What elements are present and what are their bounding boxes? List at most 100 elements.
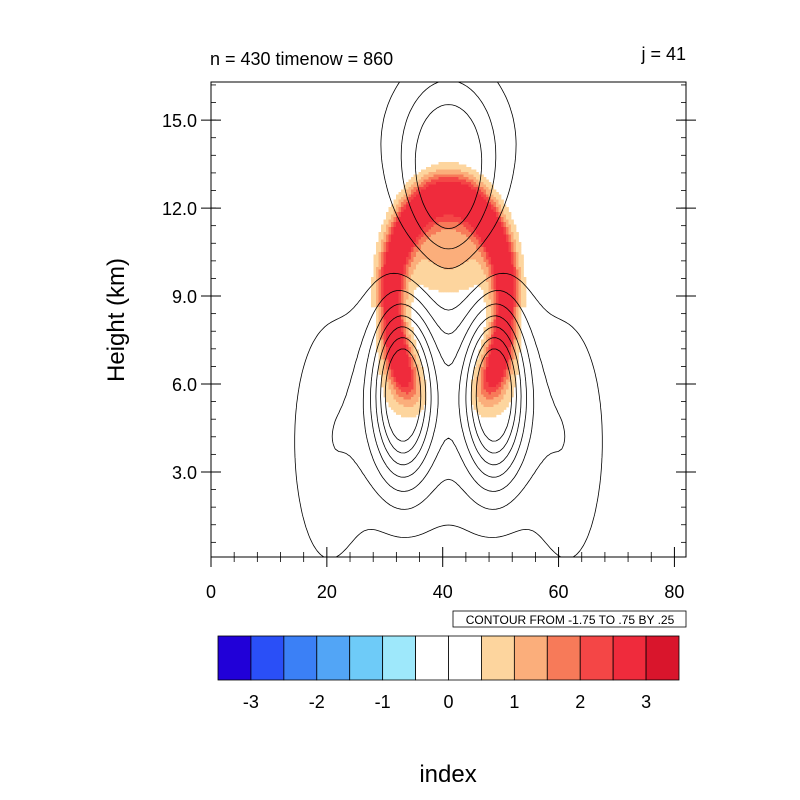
shade-cell: [501, 242, 504, 245]
shade-cell: [471, 269, 474, 273]
shade-cell: [503, 377, 507, 380]
shade-cell: [433, 277, 437, 280]
shade-cell: [421, 207, 424, 210]
shade-cell: [396, 364, 399, 368]
shade-cell: [483, 204, 487, 208]
shade-cell: [448, 244, 452, 248]
shade-cell: [503, 254, 507, 258]
shade-cell: [483, 197, 487, 200]
shade-cell: [411, 192, 414, 195]
shade-cell: [481, 382, 484, 385]
shade-cell: [411, 227, 414, 230]
shade-cell: [401, 282, 404, 285]
shade-cell: [426, 194, 429, 198]
shade-cell: [378, 242, 382, 245]
shade-cell: [476, 202, 479, 205]
shade-cell: [401, 339, 404, 343]
shade-cell: [488, 229, 492, 233]
shade-cell: [508, 354, 512, 358]
shade-cell: [408, 272, 412, 275]
shade-cell: [383, 292, 387, 295]
shade-cell: [381, 244, 384, 248]
shade-cell: [413, 374, 417, 378]
shade-cell: [411, 364, 414, 368]
shade-cell: [483, 334, 487, 338]
shade-cell: [496, 192, 499, 195]
shade-cell: [431, 257, 434, 260]
shade-cell: [408, 197, 412, 200]
shade-cell: [516, 287, 519, 290]
shade-cell: [378, 267, 382, 270]
shade-cell: [381, 292, 384, 295]
shade-cell: [386, 362, 389, 365]
shade-cell: [473, 189, 477, 193]
shade-cell: [516, 247, 519, 250]
shade-cell: [456, 237, 459, 240]
shade-cell: [511, 349, 514, 353]
shade-cell: [458, 217, 462, 220]
shade-cell: [448, 284, 452, 288]
colorbar-label: 1: [509, 692, 519, 712]
shade-cell: [481, 389, 484, 393]
shade-cell: [471, 214, 474, 218]
shade-cell: [491, 312, 494, 315]
shade-cell: [396, 374, 399, 378]
shade-cell: [411, 332, 414, 335]
shade-cell: [471, 394, 474, 398]
shade-cell: [428, 242, 432, 245]
shade-cell: [508, 339, 512, 343]
shade-cell: [511, 234, 514, 238]
shade-cell: [413, 267, 417, 270]
shade-cell: [481, 394, 484, 398]
shade-cell: [473, 384, 477, 388]
shade-cell: [396, 334, 399, 338]
shade-cell: [388, 214, 392, 218]
shade-cell: [421, 187, 424, 190]
shade-cell: [433, 237, 437, 240]
shade-cell: [398, 232, 402, 235]
shade-cell: [491, 194, 494, 198]
shade-cell: [403, 342, 407, 345]
shade-cell: [501, 264, 504, 268]
shade-cell: [398, 389, 402, 393]
shade-cell: [483, 327, 487, 330]
shade-cell: [393, 357, 397, 360]
shade-cell: [443, 224, 447, 228]
shade-cell: [516, 239, 519, 243]
shade-cell: [428, 229, 432, 233]
shade-cell: [473, 404, 477, 408]
shade-cell: [516, 249, 519, 253]
shade-cell: [381, 327, 384, 330]
shade-cell: [493, 282, 497, 285]
shade-cell: [461, 267, 464, 270]
shade-cell: [398, 332, 402, 335]
shade-cell: [483, 384, 487, 388]
shade-cell: [471, 217, 474, 220]
shade-cell: [476, 237, 479, 240]
shade-cell: [391, 397, 394, 400]
shade-cell: [486, 354, 489, 358]
shade-cell: [503, 247, 507, 250]
shade-cell: [461, 217, 464, 220]
shade-cell: [456, 267, 459, 270]
shade-cell: [393, 247, 397, 250]
shade-cell: [441, 214, 444, 218]
shade-cell: [503, 407, 507, 410]
shade-cell: [391, 394, 394, 398]
shade-cell: [486, 392, 489, 395]
shade-cell: [481, 257, 484, 260]
shade-cell: [488, 227, 492, 230]
shade-cell: [481, 402, 484, 405]
shade-cell: [428, 252, 432, 255]
shade-cell: [393, 202, 397, 205]
shade-cell: [376, 244, 379, 248]
shade-cell: [408, 252, 412, 255]
shade-cell: [426, 252, 429, 255]
shade-cell: [511, 347, 514, 350]
shade-cell: [398, 254, 402, 258]
shade-cell: [423, 399, 427, 403]
shade-cell: [511, 287, 514, 290]
shade-cell: [518, 322, 522, 325]
shade-cell: [508, 217, 512, 220]
shade-cell: [493, 344, 497, 348]
